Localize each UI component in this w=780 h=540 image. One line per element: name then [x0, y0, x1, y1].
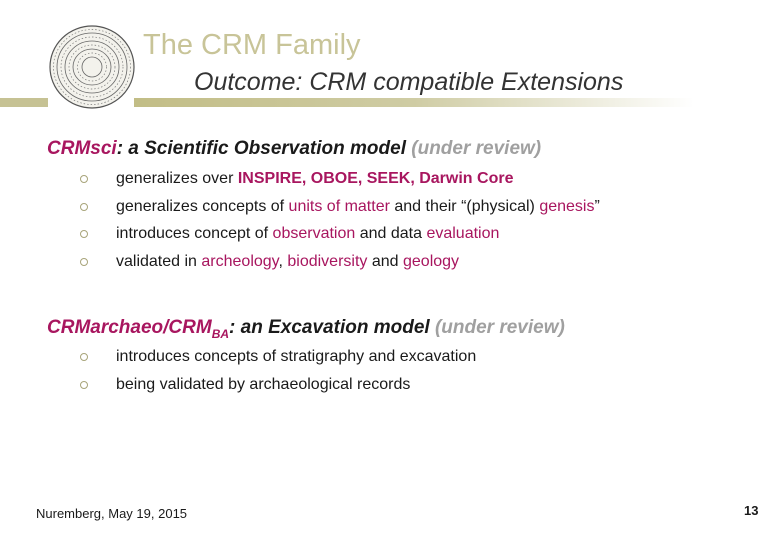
model-description: : an Excavation model: [229, 317, 430, 338]
page-number: 13: [744, 503, 759, 518]
bullet-circle-icon: [80, 380, 88, 389]
footer-text: Nuremberg, May 19, 2015: [36, 506, 188, 521]
section-heading-crmarchaeo: CRMarchaeo/CRMBA: an Excavation model (u…: [47, 317, 565, 341]
text: and their “(physical): [389, 197, 540, 215]
highlight: archeology: [201, 253, 279, 270]
list-item: being validated by archaeological record…: [80, 375, 476, 403]
text: ”: [594, 197, 600, 215]
bullet-circle-icon: [80, 175, 88, 183]
bullet-circle-icon: [80, 230, 88, 238]
header-rule-left: [0, 98, 48, 107]
slide-title: The CRM Family: [143, 29, 361, 61]
status-label: (under review): [434, 317, 565, 338]
text: introduces concept of: [116, 225, 273, 242]
highlight: genesis: [539, 197, 595, 215]
list-item: validated in archeology, biodiversity an…: [80, 252, 600, 280]
model-name-subscript: BA: [211, 326, 230, 341]
text: validated in: [116, 253, 202, 270]
list-item: introduces concepts of stratigraphy and …: [80, 347, 476, 375]
text: and data: [355, 225, 427, 242]
list-item: generalizes over INSPIRE, OBOE, SEEK, Da…: [80, 169, 600, 197]
crmarchaeo-bullet-list: introduces concepts of stratigraphy and …: [80, 347, 476, 402]
bullet-circle-icon: [80, 353, 88, 361]
model-name-text: CRMarchaeo/CRM: [47, 317, 212, 338]
highlight: evaluation: [426, 225, 500, 242]
text: being validated by archaeological record…: [116, 375, 411, 393]
bullet-circle-icon: [80, 258, 88, 266]
text: introduces concepts of stratigraphy and …: [116, 348, 477, 365]
model-name: CRMsci: [47, 138, 117, 159]
header-rule-right: [134, 98, 694, 107]
model-name: CRMarchaeo/CRMBA: [47, 317, 230, 341]
phaistos-disc-logo: [49, 25, 135, 109]
highlight: observation: [272, 225, 356, 242]
list-item: introduces concept of observation and da…: [80, 224, 600, 252]
list-item: generalizes concepts of units of matter …: [80, 197, 600, 225]
slide-subtitle: Outcome: CRM compatible Extensions: [194, 68, 624, 96]
section-heading-crmsci: CRMsci: a Scientific Observation model (…: [47, 138, 541, 160]
text: ,: [278, 253, 288, 270]
bullet-circle-icon: [80, 202, 88, 211]
text: generalizes over: [116, 170, 238, 187]
model-description: : a Scientific Observation model: [116, 138, 406, 159]
status-label: (under review): [411, 138, 542, 159]
highlight: geology: [403, 253, 460, 270]
highlight: INSPIRE, OBOE, SEEK, Darwin Core: [237, 170, 514, 187]
text: generalizes concepts of: [116, 197, 289, 215]
text: and: [367, 253, 403, 270]
crmsci-bullet-list: generalizes over INSPIRE, OBOE, SEEK, Da…: [80, 169, 600, 280]
highlight: units of matter: [288, 197, 390, 215]
highlight: biodiversity: [287, 253, 368, 270]
